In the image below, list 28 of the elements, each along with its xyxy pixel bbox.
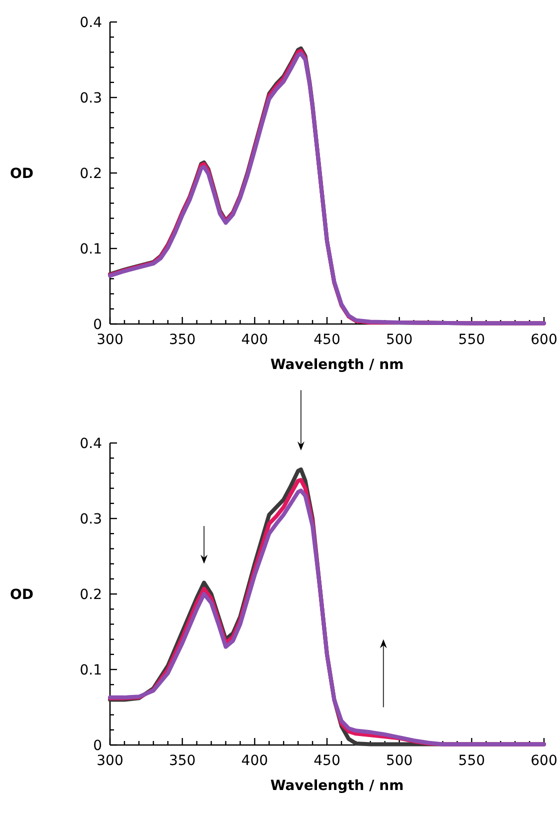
x-axis-title: Wavelength / nm xyxy=(270,778,404,794)
x-tick-label: 300 xyxy=(96,753,124,769)
x-tick-label: 350 xyxy=(168,753,196,769)
y-tick-label: 0.3 xyxy=(80,90,102,106)
y-tick-label: 0 xyxy=(93,738,102,754)
x-tick-label: 550 xyxy=(458,753,486,769)
x-tick-label: 350 xyxy=(168,332,196,348)
x-tick-label: 450 xyxy=(314,332,340,348)
y-tick-label: 0.4 xyxy=(80,436,102,452)
y-tick-label: 0.2 xyxy=(80,586,102,603)
y-tick-label: 0.1 xyxy=(80,241,102,258)
x-tick-label: 600 xyxy=(530,332,558,348)
x-tick-label: 550 xyxy=(458,332,486,348)
y-tick-label: 0.2 xyxy=(80,166,102,182)
x-tick-label: 300 xyxy=(96,332,124,348)
y-tick-label: 0.4 xyxy=(80,14,102,31)
x-tick-label: 500 xyxy=(386,753,413,769)
x-tick-label: 400 xyxy=(241,332,268,348)
x-tick-label: 500 xyxy=(386,332,413,348)
y-tick-label: 0.3 xyxy=(80,511,102,528)
x-tick-label: 600 xyxy=(530,753,558,769)
y-axis-title: OD xyxy=(10,166,34,182)
x-axis-title: Wavelength / nm xyxy=(270,357,404,373)
x-tick-label: 400 xyxy=(241,753,268,769)
x-tick-label: 450 xyxy=(314,753,340,769)
y-axis-title: OD xyxy=(10,586,34,603)
y-tick-label: 0 xyxy=(93,316,102,333)
y-tick-label: 0.1 xyxy=(80,662,102,678)
